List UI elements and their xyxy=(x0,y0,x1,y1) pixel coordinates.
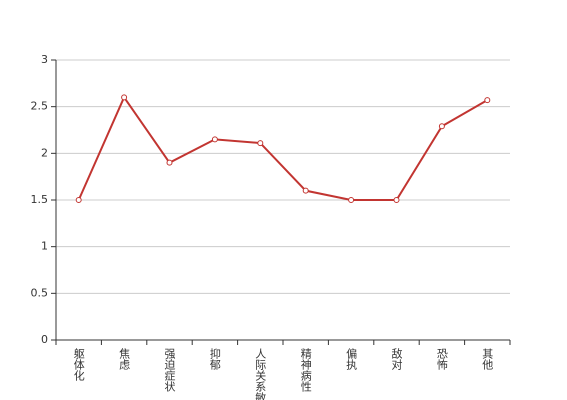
x-tick-label: 焦虑 xyxy=(118,348,131,370)
y-tick-label: 2.5 xyxy=(31,100,49,113)
x-tick-label: 恐怖 xyxy=(435,348,448,370)
point xyxy=(484,97,491,104)
line xyxy=(77,95,488,201)
y-tick-label: 0.5 xyxy=(31,286,49,299)
point xyxy=(75,197,82,203)
point xyxy=(438,123,445,130)
y-tick-label: 3 xyxy=(41,53,48,66)
x-tick-label: 抑郁 xyxy=(208,347,221,370)
x-tick-label: 人际关系敏感 xyxy=(254,348,267,400)
point xyxy=(121,94,128,101)
point xyxy=(302,187,309,194)
x-tick-label: 精神病性 xyxy=(299,348,312,393)
x-tick-label: 躯体化 xyxy=(72,348,85,382)
y-tick-label: 1.5 xyxy=(31,193,49,206)
x-tick-label: 其他 xyxy=(481,348,494,370)
y-tick-label: 0 xyxy=(41,333,48,346)
x-tick-label: 偏执 xyxy=(345,347,358,371)
point xyxy=(348,197,355,203)
point xyxy=(257,140,264,147)
y-tick-label: 2 xyxy=(41,146,48,159)
point xyxy=(211,136,218,143)
point xyxy=(393,197,400,203)
point xyxy=(166,159,173,166)
y-tick-label: 1 xyxy=(41,240,48,253)
x-tick-label: 强迫症状 xyxy=(163,348,176,392)
x-tick-label: 敌对 xyxy=(390,347,403,370)
